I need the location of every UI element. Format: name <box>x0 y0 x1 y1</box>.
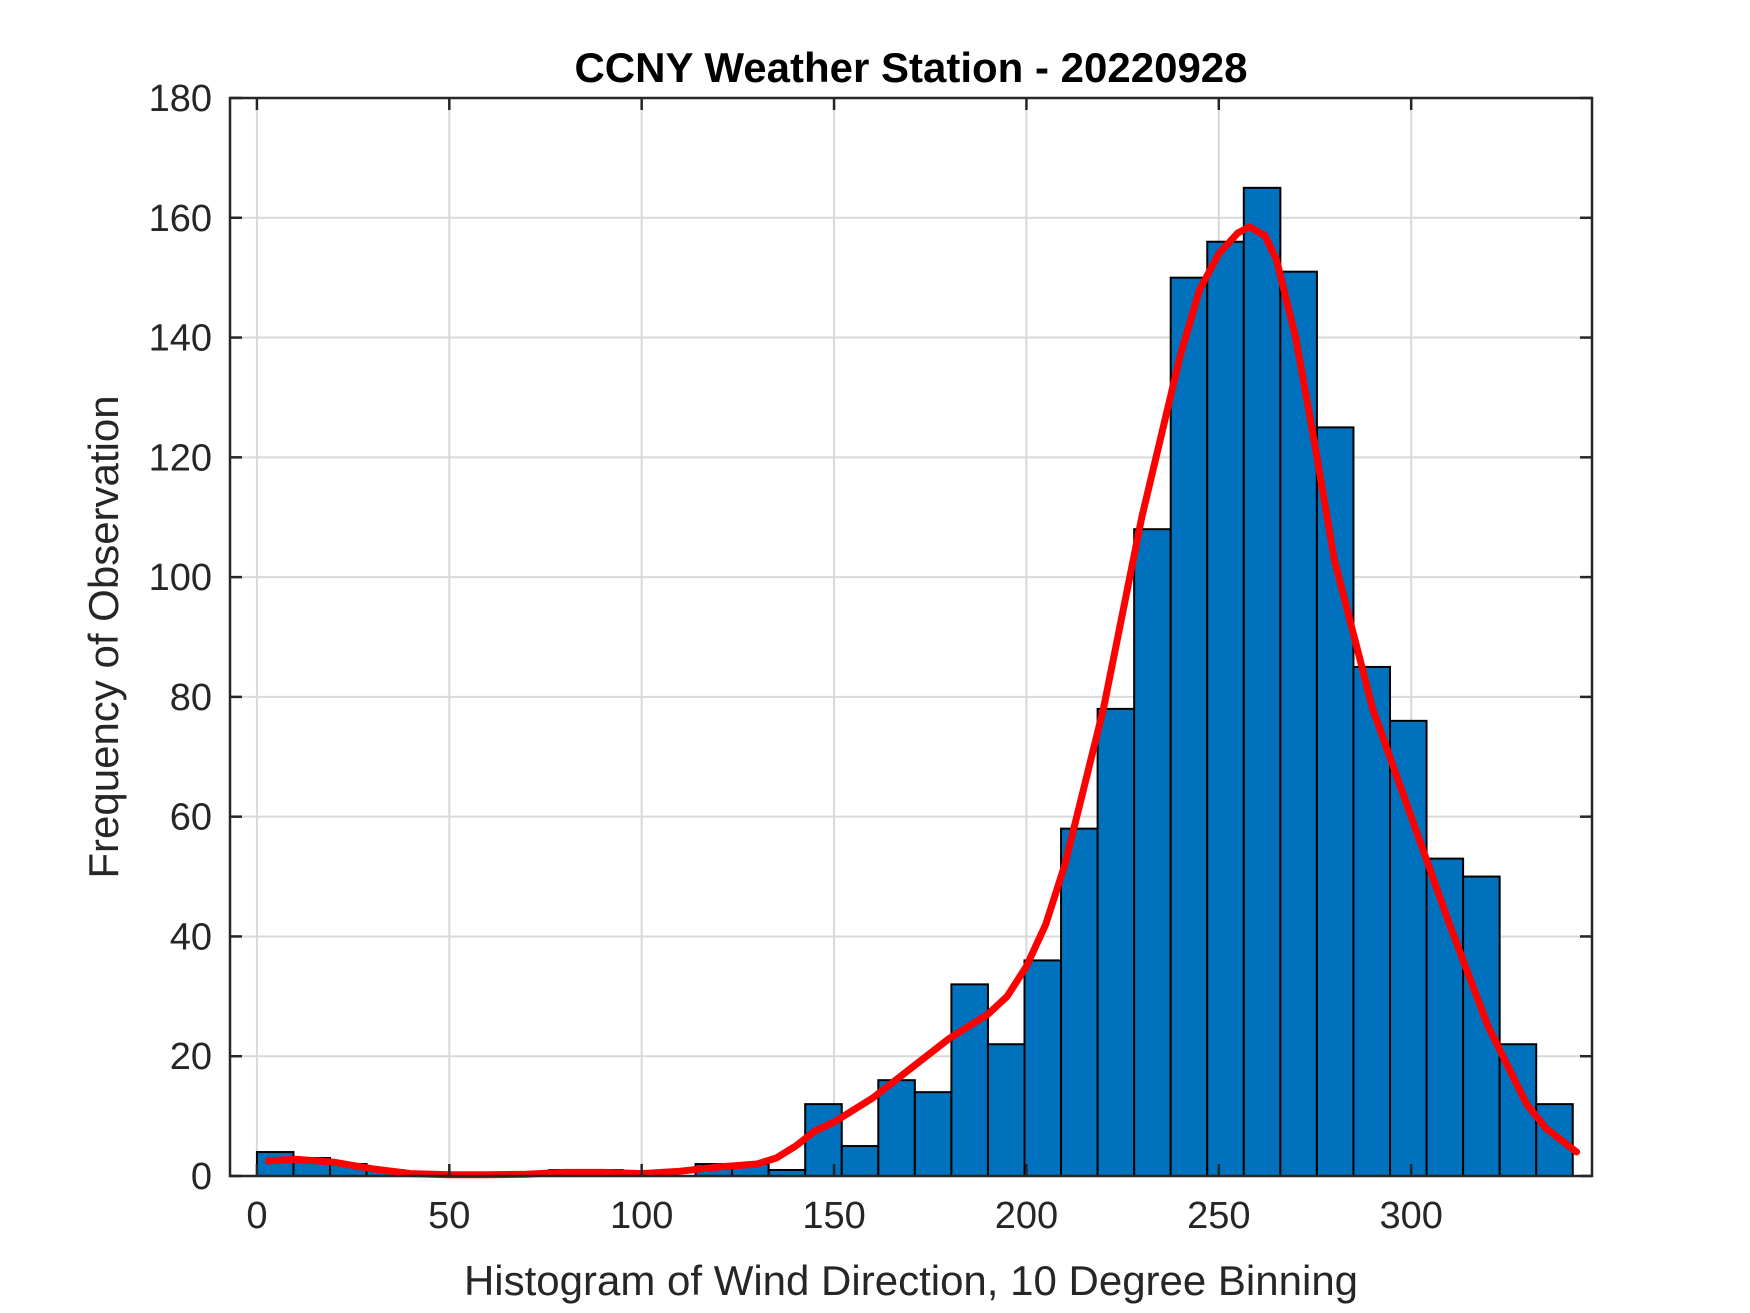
y-tick-label: 0 <box>191 1156 212 1198</box>
histogram-bar <box>1315 426 1355 1177</box>
x-tick-label: 50 <box>428 1195 470 1237</box>
histogram-bar <box>1096 707 1136 1177</box>
histogram-bars <box>255 186 1574 1178</box>
x-axis-label: Histogram of Wind Direction, 10 Degree B… <box>464 1257 1358 1304</box>
y-tick-label: 160 <box>149 198 212 240</box>
histogram-bar <box>950 983 989 1177</box>
y-tick-label: 60 <box>170 797 212 839</box>
y-tick-label: 20 <box>170 1036 212 1078</box>
y-axis-label: Frequency of Observation <box>80 395 127 878</box>
y-tick-label: 180 <box>149 78 212 120</box>
x-tick-label: 200 <box>995 1195 1058 1237</box>
y-tick-label: 80 <box>170 677 212 719</box>
histogram-bar <box>840 1145 880 1177</box>
x-tick-label: 300 <box>1379 1195 1442 1237</box>
histogram-bar <box>1535 1103 1574 1177</box>
histogram-bar <box>1060 827 1099 1178</box>
x-tick-label: 150 <box>802 1195 865 1237</box>
histogram-bar <box>913 1091 953 1177</box>
histogram-bar <box>1389 719 1428 1177</box>
histogram-bar <box>1242 186 1282 1178</box>
histogram-bar <box>1133 528 1172 1177</box>
axis-ticks <box>230 96 1592 1178</box>
histogram-bar <box>1206 240 1245 1177</box>
histogram-bar <box>877 1079 916 1177</box>
histogram-bar <box>1462 875 1501 1177</box>
y-tick-label: 40 <box>170 916 212 958</box>
histogram-bar <box>1023 959 1063 1178</box>
histogram-bar <box>804 1103 843 1177</box>
histogram-bar <box>1352 665 1392 1177</box>
chart-title: CCNY Weather Station - 20220928 <box>574 44 1247 91</box>
x-tick-label: 250 <box>1187 1195 1250 1237</box>
fit-curve <box>265 223 1581 1179</box>
y-tick-labels: 0 20 40 60 80 100 120 140 160 180 <box>149 78 212 1198</box>
x-tick-labels: 0 50 100 150 200 250 300 <box>246 1195 1443 1237</box>
y-tick-label: 120 <box>149 437 212 479</box>
y-tick-label: 100 <box>149 557 212 599</box>
histogram-bar <box>986 1043 1026 1177</box>
y-tick-label: 140 <box>149 318 212 360</box>
plot-frame <box>228 96 1594 1178</box>
x-tick-label: 100 <box>610 1195 673 1237</box>
histogram-bar <box>1169 276 1209 1177</box>
x-tick-label: 0 <box>246 1195 267 1237</box>
